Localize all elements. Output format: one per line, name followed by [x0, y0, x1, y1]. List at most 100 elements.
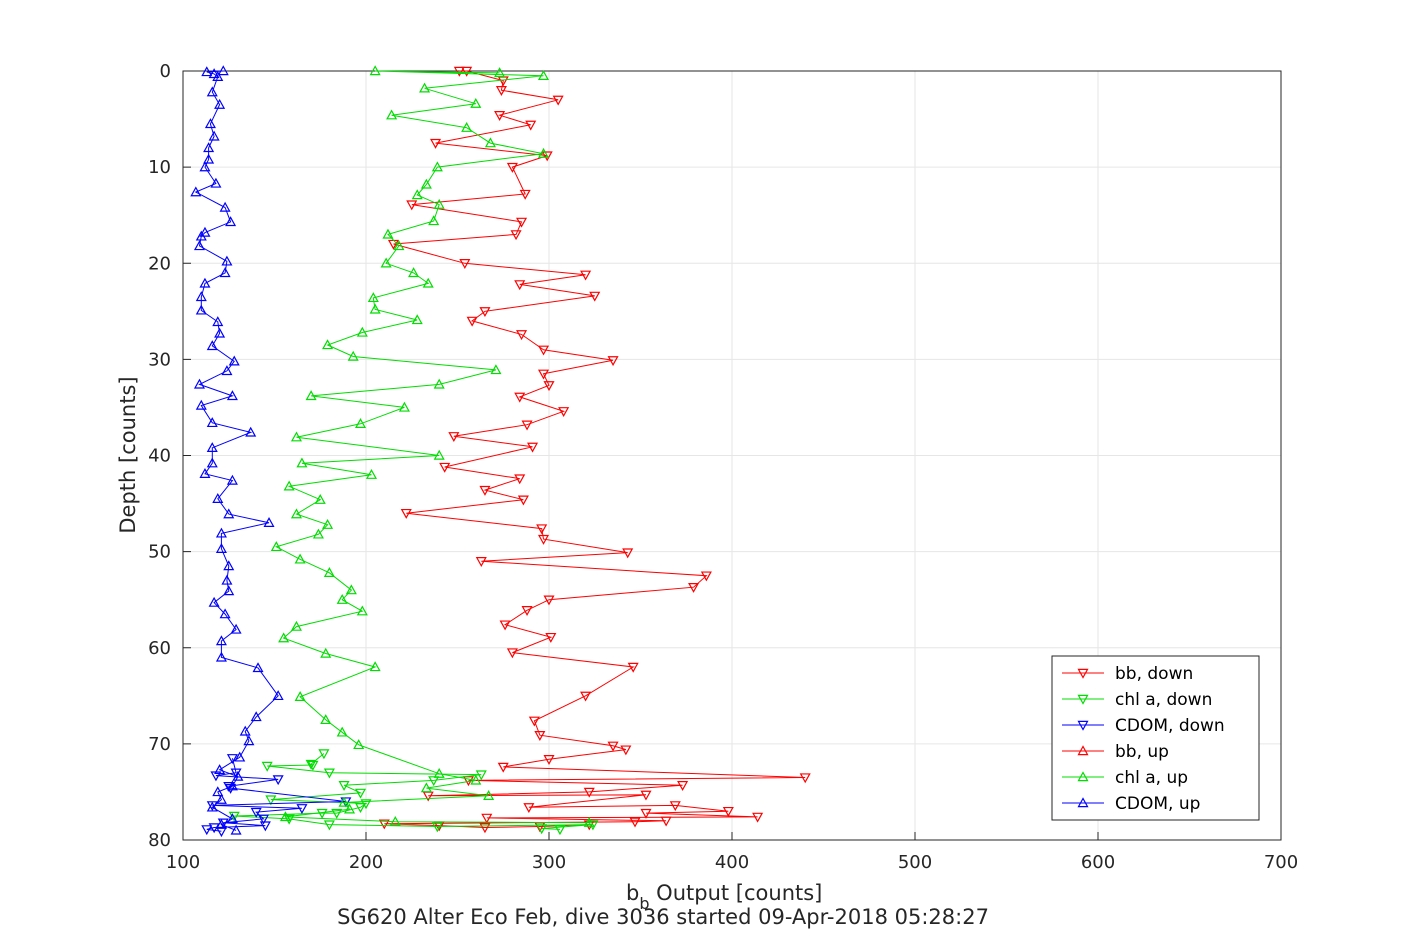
data-point: [250, 711, 262, 722]
legend-marker: [1077, 694, 1089, 705]
data-point: [312, 528, 324, 539]
x-tick-label: 100: [166, 852, 200, 873]
data-point: [490, 364, 502, 375]
data-point: [461, 121, 473, 132]
data-point: [320, 714, 332, 725]
data-point: [206, 417, 218, 428]
y-tick-label: 70: [148, 734, 171, 755]
data-point: [225, 216, 237, 227]
data-point: [226, 474, 238, 485]
data-point: [722, 806, 734, 817]
data-point: [799, 773, 811, 784]
data-point: [552, 95, 564, 106]
data-point: [453, 66, 465, 77]
data-point: [201, 825, 213, 836]
data-point: [431, 161, 443, 172]
series-chl-a-down: [228, 749, 599, 836]
y-axis-label: Depth [counts]: [116, 376, 140, 533]
data-point: [607, 741, 619, 752]
data-point: [294, 553, 306, 564]
legend-entry-label: bb, down: [1115, 664, 1193, 684]
data-point: [479, 823, 491, 834]
y-tick-label: 10: [148, 157, 171, 178]
data-point: [430, 138, 442, 149]
data-point: [190, 186, 202, 197]
data-point: [261, 761, 273, 772]
data-point: [516, 217, 528, 228]
legend-marker: [1077, 745, 1089, 756]
data-point: [620, 745, 632, 756]
data-point: [219, 201, 231, 212]
legend-entry-label: chl a, down: [1115, 690, 1212, 710]
data-point: [223, 560, 235, 571]
data-point: [212, 493, 224, 503]
data-point: [420, 782, 432, 793]
data-point: [226, 390, 238, 401]
data-point: [752, 812, 764, 823]
data-point: [226, 813, 238, 824]
data-point: [527, 442, 539, 453]
axis-ticks: 100 200 300 400 500 600 700 0 10 20 30 40 50 60 70 80: [148, 61, 1298, 873]
data-point: [323, 567, 335, 577]
data-point: [354, 418, 367, 428]
legend-marker: [1077, 797, 1089, 808]
data-point: [558, 407, 570, 418]
data-point: [212, 71, 224, 81]
data-point: [537, 147, 550, 158]
data-point: [475, 557, 487, 567]
data-point: [283, 814, 295, 825]
data-point: [290, 508, 302, 519]
data-point: [495, 86, 507, 96]
data-point: [208, 68, 220, 79]
data-point: [305, 390, 317, 401]
data-point: [296, 804, 308, 815]
data-point: [523, 803, 535, 814]
data-point: [378, 819, 390, 830]
data-point: [214, 98, 226, 109]
data-point: [208, 130, 220, 141]
x-tick-label: 600: [1081, 852, 1115, 873]
data-point: [461, 66, 473, 77]
legend-entry-label: CDOM, up: [1115, 794, 1200, 814]
data-point: [307, 760, 319, 771]
data-point: [431, 822, 443, 833]
data-point: [336, 726, 348, 737]
data-point: [206, 801, 218, 812]
data-point: [420, 178, 432, 189]
x-tick-label: 700: [1264, 852, 1298, 873]
data-point: [470, 97, 482, 108]
data-point: [519, 189, 531, 200]
data-point: [459, 259, 471, 269]
data-point: [369, 303, 381, 314]
data-point: [386, 109, 398, 120]
data-point: [669, 801, 681, 812]
data-point: [214, 764, 226, 775]
x-tick-label: 300: [532, 852, 566, 873]
data-point: [514, 474, 526, 485]
data-point: [688, 582, 700, 593]
data-point: [537, 534, 550, 545]
data-point: [367, 292, 379, 303]
y-tick-label: 50: [148, 542, 171, 563]
data-point: [283, 480, 295, 491]
data-point: [354, 803, 367, 814]
data-point: [221, 365, 233, 376]
data-point: [331, 808, 343, 819]
data-point: [208, 596, 220, 607]
legend-box: [1051, 655, 1260, 821]
data-point: [217, 65, 229, 76]
data-point: [258, 814, 270, 825]
x-axis-label-main: b: [626, 881, 639, 905]
x-tick-label: 400: [715, 852, 749, 873]
data-point: [230, 824, 242, 835]
data-point: [537, 369, 550, 380]
data-point: [433, 378, 445, 389]
data-point: [506, 648, 518, 659]
data-point: [398, 401, 410, 412]
data-point: [215, 651, 227, 662]
data-point: [234, 751, 246, 762]
data-point: [215, 818, 227, 829]
data-point: [210, 177, 222, 188]
data-point: [320, 647, 332, 658]
